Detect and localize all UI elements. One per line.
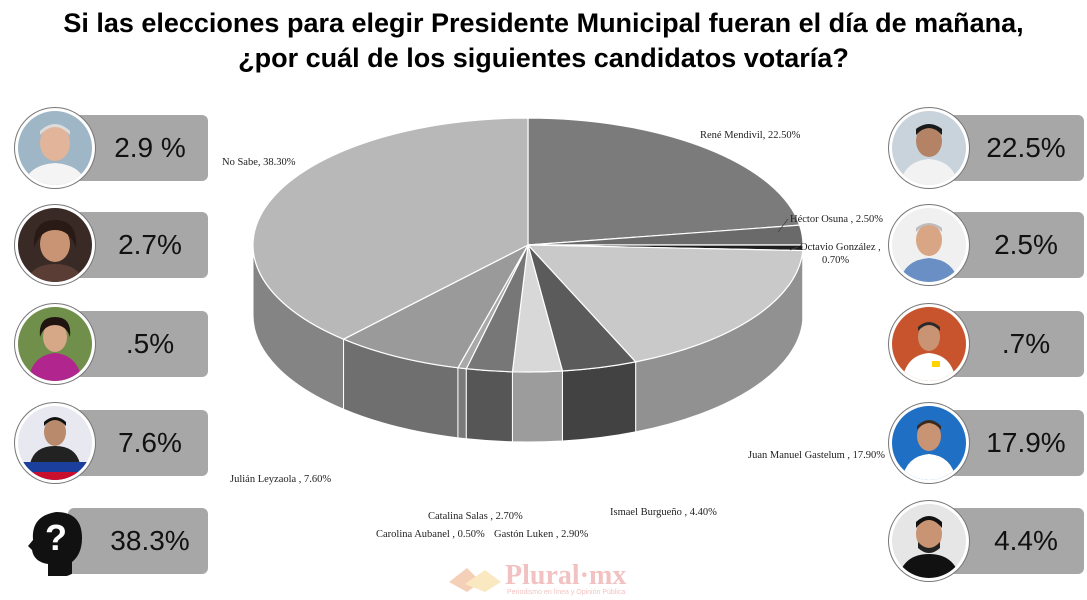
result-box bbox=[944, 311, 1084, 377]
result-box bbox=[944, 410, 1084, 476]
leader-line-octavio-gonzalez bbox=[789, 246, 799, 251]
result-value: 38.3% bbox=[110, 525, 190, 556]
title-line-2: ¿por cuál de los siguientes candidatos v… bbox=[238, 43, 849, 73]
result-value: 2.5% bbox=[994, 229, 1058, 260]
watermark: Plural·mx Periodismo en línea y Opinión … bbox=[445, 560, 665, 596]
pie-slice-hector-osuna bbox=[527, 224, 804, 246]
watermark-brand: Plural·mx bbox=[505, 560, 627, 591]
slice-label-gaston-luken: Gastón Luken , 2.90% bbox=[494, 529, 588, 540]
pie-slice-rene-mendivil bbox=[527, 117, 801, 246]
result-card-right-4: 17.9% bbox=[892, 406, 1084, 480]
candidate-photo bbox=[18, 307, 92, 381]
slice-label-rene-mendivil: René Mendivil, 22.50% bbox=[700, 130, 801, 141]
pie-side-walls bbox=[252, 244, 804, 443]
result-value: 7.6% bbox=[118, 427, 182, 458]
result-value: 2.7% bbox=[118, 229, 182, 260]
leader-lines bbox=[777, 218, 799, 251]
chart-title: Si las elecciones para elegir Presidente… bbox=[0, 6, 1087, 76]
candidate-photo bbox=[892, 504, 966, 578]
result-box bbox=[944, 212, 1084, 278]
slice-label-octavio-gonzalez: Octavio González , 0.70% bbox=[800, 242, 881, 266]
pie-slice-carolina-aubanel bbox=[456, 244, 529, 370]
slice-label-catalina-salas: Catalina Salas , 2.70% bbox=[428, 511, 523, 522]
pie-side-catalina-salas bbox=[465, 368, 513, 443]
pie-slice-julian-leyzaola bbox=[342, 243, 530, 369]
result-value: 17.9% bbox=[986, 427, 1066, 458]
result-card-left-3: .5% bbox=[18, 307, 208, 381]
pie-side-no-sabe bbox=[252, 244, 345, 410]
pie-slice-catalina-salas bbox=[465, 244, 529, 373]
pie-side-ismael-burgueno bbox=[561, 361, 637, 442]
slice-label-no-sabe: No Sabe, 38.30% bbox=[222, 157, 296, 168]
pie-slice-ismael-burgueno bbox=[527, 244, 637, 372]
result-value: .7% bbox=[1001, 328, 1051, 359]
title-line-1: Si las elecciones para elegir Presidente… bbox=[63, 8, 1024, 38]
slice-label-ismael-burgueno: Ismael Burgueño , 4.40% bbox=[610, 507, 717, 518]
pie-top-faces bbox=[252, 117, 804, 373]
slice-label-juan-manuel-gastelum: Juan Manuel Gastelum , 17.90% bbox=[748, 450, 885, 461]
result-value: 2.9 % bbox=[114, 132, 186, 163]
slice-label-julian-leyzaola: Julián Leyzaola , 7.60% bbox=[230, 474, 331, 485]
pie-side-juan-manuel-gastelum bbox=[635, 250, 804, 433]
result-card-left-4: 7.6% bbox=[18, 406, 208, 480]
candidate-photo bbox=[892, 208, 966, 282]
pie-slice-gaston-luken bbox=[511, 244, 564, 373]
result-card-left-1: 2.9 % bbox=[18, 111, 208, 185]
result-value: .5% bbox=[125, 328, 175, 359]
slice-label-hector-osuna: Héctor Osuna , 2.50% bbox=[790, 214, 883, 225]
pie-side-carolina-aubanel bbox=[457, 367, 467, 440]
watermark-tagline: Periodismo en línea y Opinión Pública bbox=[507, 589, 626, 596]
result-card-right-1: 22.5% bbox=[892, 111, 1084, 185]
result-box bbox=[68, 508, 208, 574]
candidate-photo bbox=[892, 111, 966, 185]
result-card-right-5: 4.4% bbox=[892, 504, 1084, 578]
watermark-logo-icon bbox=[449, 568, 501, 592]
candidate-photo bbox=[18, 208, 92, 282]
candidate-photo bbox=[18, 406, 92, 480]
result-card-right-2: 2.5% bbox=[892, 208, 1084, 282]
result-value: 4.4% bbox=[994, 525, 1058, 556]
result-box bbox=[944, 508, 1084, 574]
question-head-icon: ? bbox=[18, 504, 92, 578]
pie-side-julian-leyzaola bbox=[343, 338, 459, 439]
leader-line-hector-osuna bbox=[777, 218, 789, 233]
slice-label-carolina-aubanel: Carolina Aubanel , 0.50% bbox=[376, 529, 485, 540]
candidate-photo bbox=[892, 406, 966, 480]
pie-slice-no-sabe bbox=[252, 117, 529, 340]
result-value: 22.5% bbox=[986, 132, 1066, 163]
slice-labels: René Mendivil, 22.50% Héctor Osuna , 2.50… bbox=[222, 130, 885, 540]
pie-slice-octavio-gonzalez bbox=[527, 244, 804, 252]
svg-text:?: ? bbox=[45, 517, 67, 558]
pie-slice-juan-manuel-gastelum bbox=[526, 244, 804, 363]
result-card-right-3: .7% bbox=[892, 307, 1084, 381]
pie-side-gaston-luken bbox=[511, 370, 563, 443]
result-card-left-5: 38.3% ? bbox=[18, 506, 208, 576]
candidate-photo bbox=[892, 307, 966, 381]
result-card-left-2: 2.7% bbox=[18, 208, 208, 282]
candidate-photo bbox=[18, 111, 92, 185]
result-box bbox=[944, 115, 1084, 181]
